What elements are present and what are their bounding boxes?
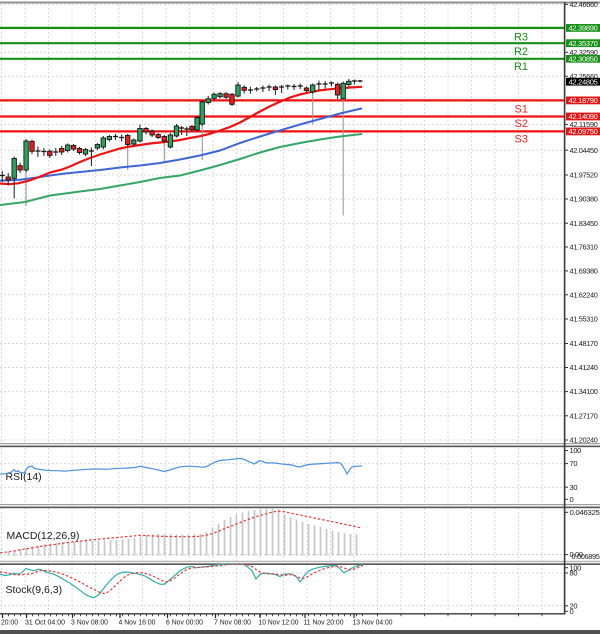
svg-text:S1: S1 [515, 104, 528, 116]
svg-text:0: 0 [570, 607, 574, 616]
svg-text:42.39890: 42.39890 [569, 24, 598, 33]
svg-text:42.25660: 42.25660 [570, 72, 598, 81]
svg-text:42.11590: 42.11590 [570, 120, 598, 129]
svg-text:41.48170: 41.48170 [570, 339, 598, 348]
svg-text:42.14090: 42.14090 [569, 112, 598, 121]
svg-text:41.69380: 41.69380 [570, 267, 598, 276]
svg-text:R1: R1 [514, 61, 528, 73]
svg-text:RSI(14): RSI(14) [6, 471, 42, 483]
svg-text:31 Oct 04:00: 31 Oct 04:00 [25, 618, 65, 627]
svg-text:7 Nov 08:00: 7 Nov 08:00 [214, 618, 251, 627]
svg-text:42.35370: 42.35370 [569, 39, 598, 48]
svg-text:4 Nov 16:00: 4 Nov 16:00 [119, 618, 156, 627]
svg-text:11 Nov 20:00: 11 Nov 20:00 [304, 618, 344, 627]
svg-text:MACD(12,26,9): MACD(12,26,9) [7, 530, 80, 542]
svg-text:0.046325: 0.046325 [570, 508, 600, 517]
svg-text:100: 100 [570, 563, 582, 572]
svg-text:42.46660: 42.46660 [570, 0, 598, 9]
svg-text:100: 100 [570, 446, 582, 455]
svg-text:41.76310: 41.76310 [570, 243, 598, 252]
svg-text:41.55310: 41.55310 [570, 315, 598, 324]
svg-text:41.41240: 41.41240 [570, 363, 598, 372]
svg-text:0.006895: 0.006895 [572, 552, 600, 561]
svg-text:0.00: 0.00 [570, 550, 583, 559]
svg-text:41.97520: 41.97520 [570, 171, 598, 180]
svg-text:6 Nov 00:00: 6 Nov 00:00 [166, 618, 203, 627]
svg-text:R2: R2 [514, 46, 528, 58]
svg-text:41.34100: 41.34100 [570, 387, 598, 396]
svg-text:S2: S2 [515, 118, 528, 130]
svg-text:42.18790: 42.18790 [569, 96, 598, 105]
svg-text:41.27170: 41.27170 [570, 411, 598, 420]
svg-text:42.30850: 42.30850 [569, 55, 598, 64]
svg-text:0: 0 [570, 495, 574, 504]
svg-text:30: 30 [570, 483, 578, 492]
svg-text:41.20240: 41.20240 [570, 436, 598, 445]
svg-text:41.62240: 41.62240 [570, 290, 598, 299]
svg-text:Stock(9,6,3): Stock(9,6,3) [6, 584, 63, 596]
svg-text:42.09750: 42.09750 [569, 127, 598, 136]
svg-text:3 Nov 08:00: 3 Nov 08:00 [71, 618, 108, 627]
svg-text:70: 70 [570, 459, 578, 468]
svg-text:20: 20 [570, 601, 578, 610]
svg-text:42.04450: 42.04450 [570, 146, 598, 155]
svg-text:R3: R3 [514, 31, 528, 43]
svg-text:20:00: 20:00 [1, 618, 18, 627]
svg-text:41.83450: 41.83450 [570, 219, 598, 228]
svg-text:42.24805: 42.24805 [569, 77, 598, 86]
svg-text:80: 80 [570, 569, 578, 578]
svg-text:13 Nov 04:00: 13 Nov 04:00 [353, 618, 393, 627]
svg-text:10 Nov 12:00: 10 Nov 12:00 [259, 618, 299, 627]
svg-text:41.90380: 41.90380 [570, 195, 598, 204]
svg-text:S3: S3 [515, 134, 528, 146]
svg-text:42.32590: 42.32590 [570, 48, 598, 57]
